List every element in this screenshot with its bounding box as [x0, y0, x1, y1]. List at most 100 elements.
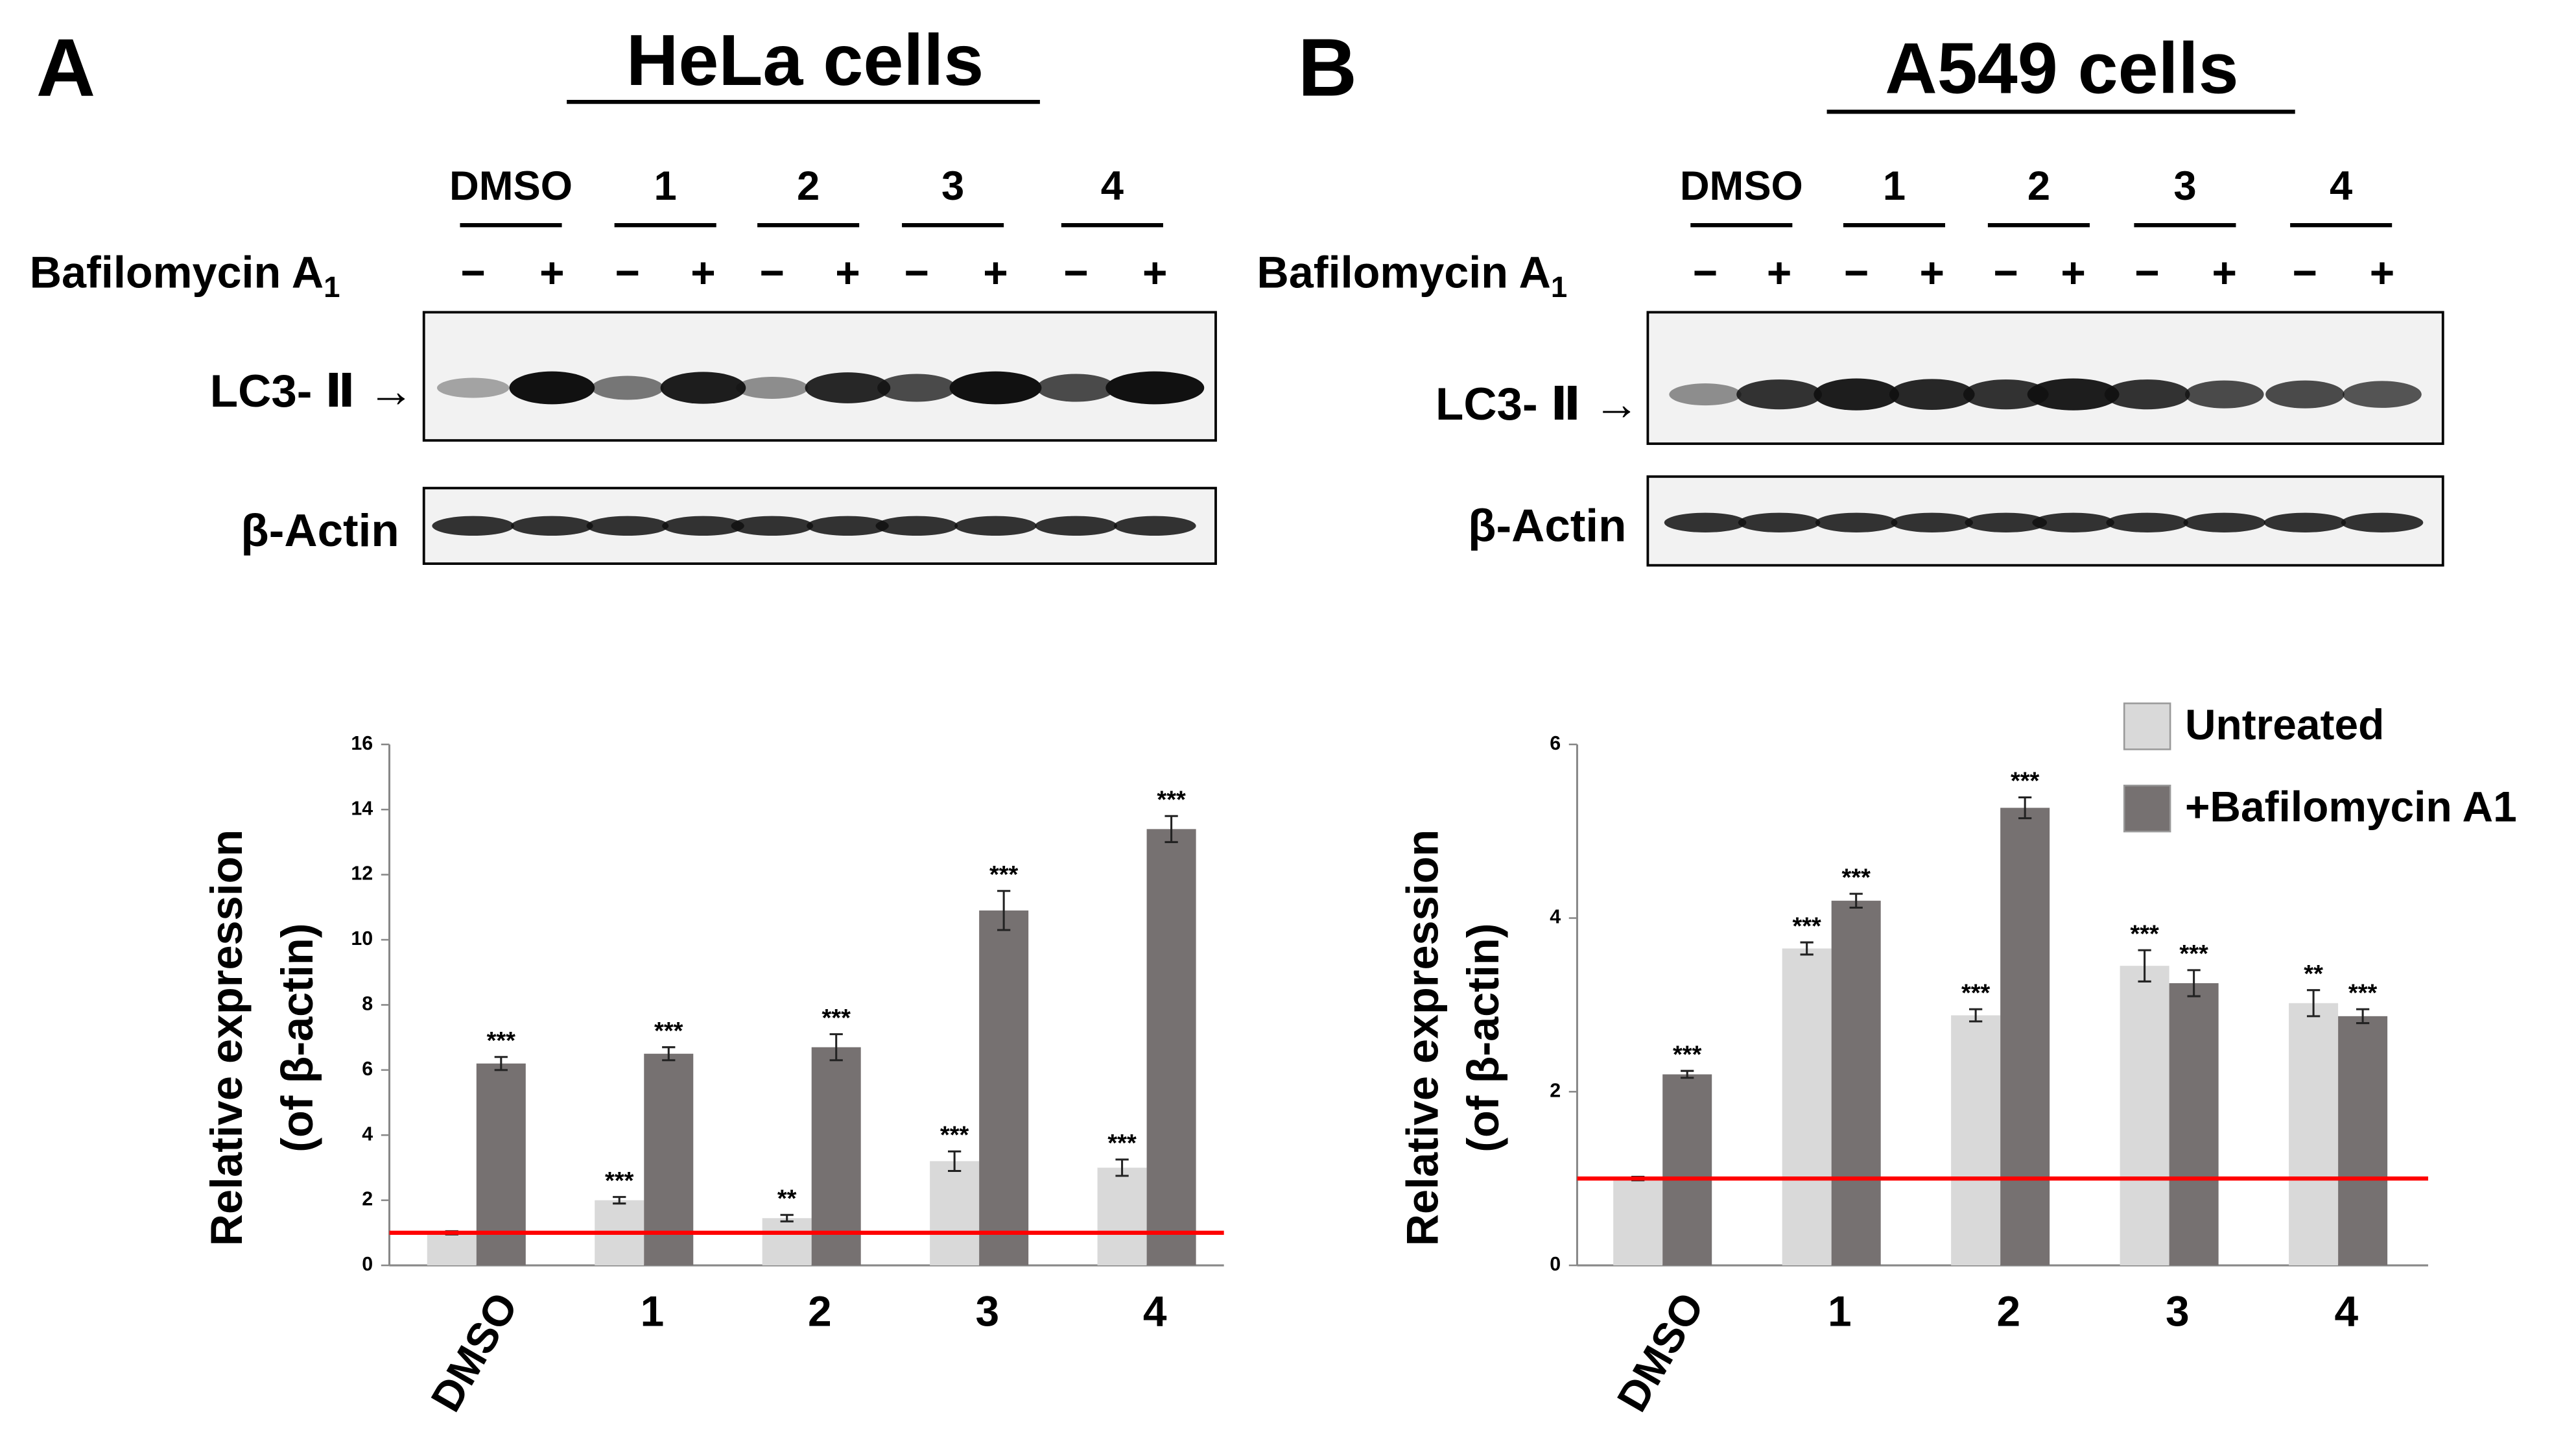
legend-swatch [2123, 702, 2171, 750]
sign: − [904, 248, 929, 296]
x-tick-label: 3 [2166, 1287, 2190, 1335]
sign: + [835, 248, 860, 296]
band [2027, 378, 2120, 411]
band [877, 374, 956, 402]
x-tick-label: 2 [1997, 1287, 2021, 1335]
significance-label: *** [1673, 1041, 1702, 1068]
error-bar [494, 1056, 508, 1071]
band [1889, 379, 1975, 410]
lane-group-label: 3 [941, 163, 964, 209]
legend-label: +Bafilomycin A1 [2185, 783, 2517, 831]
y-tick-label: 2 [1550, 1079, 1561, 1101]
band [1105, 371, 1205, 405]
band [2265, 380, 2345, 409]
bar [476, 1063, 526, 1266]
panel-title: A549 cells [1885, 27, 2238, 108]
lane-group-label: DMSO [1680, 163, 1803, 209]
band [2341, 512, 2424, 532]
y-tick-label: 10 [351, 927, 373, 949]
legend-swatch [2123, 784, 2171, 833]
bar [2289, 1003, 2339, 1266]
y-tick-label: 6 [1550, 732, 1561, 754]
sign: − [2293, 248, 2317, 296]
error-bar [613, 1196, 626, 1205]
error-bar [1969, 1008, 1983, 1023]
band [2106, 512, 2189, 532]
error-bar [1800, 941, 1814, 956]
band [509, 371, 595, 405]
y-axis-label: Relative expression [202, 829, 252, 1247]
band [1113, 516, 1196, 536]
bar [930, 1161, 980, 1266]
bar [1613, 1178, 1663, 1266]
band [660, 372, 746, 404]
significance-label: *** [654, 1018, 683, 1045]
band [1815, 512, 1898, 532]
bar [644, 1053, 694, 1266]
sign: − [1994, 248, 2018, 296]
significance-label: *** [940, 1122, 969, 1149]
sign: + [1767, 248, 1791, 296]
significance-label: *** [605, 1167, 634, 1195]
error-bar [2187, 969, 2201, 997]
lane-group-label: 4 [2330, 163, 2352, 209]
band [1036, 374, 1116, 402]
band [1891, 512, 1974, 532]
band [954, 516, 1037, 536]
significance-label: *** [1792, 913, 1821, 940]
sign: + [2212, 248, 2237, 296]
error-bar [1115, 1158, 1129, 1177]
sign: + [691, 248, 715, 296]
y-tick-label: 0 [362, 1253, 373, 1275]
sign: − [1693, 248, 1718, 296]
band [511, 516, 593, 536]
x-tick-label: 1 [1828, 1287, 1852, 1335]
sign: − [1844, 248, 1869, 296]
bar [2169, 983, 2219, 1266]
error-bar [997, 890, 1011, 931]
treatment-name: Bafilomycin A [30, 248, 324, 298]
significance-label: ** [2304, 961, 2323, 988]
band [875, 516, 958, 536]
band [2032, 512, 2115, 532]
band [2183, 512, 2266, 532]
significance-label: *** [1157, 787, 1186, 814]
sign: + [539, 248, 564, 296]
treatment-name: Bafilomycin A [1257, 248, 1551, 298]
band [1814, 378, 1900, 411]
y-tick-label: 2 [362, 1188, 373, 1210]
bar [2338, 1016, 2388, 1266]
error-bar [780, 1213, 794, 1223]
y-tick-label: 4 [362, 1123, 373, 1145]
sign: + [2061, 248, 2085, 296]
y-tick-label: 8 [362, 992, 373, 1014]
significance-label: *** [989, 861, 1019, 889]
band [1736, 379, 1822, 410]
y-tick-label: 14 [351, 797, 373, 819]
treatment-label: Bafilomycin A1 [1257, 248, 1567, 304]
x-tick-label: 3 [975, 1287, 999, 1335]
y-tick-label: 6 [362, 1058, 373, 1080]
bar [2120, 966, 2169, 1266]
treatment-label: Bafilomycin A1 [30, 248, 340, 304]
y-axis-label: (of β-actin) [273, 923, 322, 1152]
y-axis-label: Relative expression [1398, 829, 1447, 1247]
band [1664, 512, 1747, 532]
error-bar [662, 1046, 676, 1062]
significance-label: *** [487, 1027, 516, 1055]
x-tick-label: 2 [808, 1287, 832, 1335]
error-bar [2018, 796, 2032, 820]
band [1738, 512, 1821, 532]
blot-lc3 [1646, 311, 2444, 446]
band [736, 377, 809, 399]
band [586, 516, 669, 536]
significance-label: ** [777, 1185, 797, 1212]
lane-group-label: DMSO [449, 163, 573, 209]
sign: + [983, 248, 1008, 296]
significance-label: *** [822, 1005, 851, 1032]
lane-group-label: 4 [1101, 163, 1124, 209]
lane-group-label: 1 [1883, 163, 1906, 209]
band-label: LC3- Ⅱ → [1436, 379, 1640, 430]
bar [1146, 829, 1196, 1266]
